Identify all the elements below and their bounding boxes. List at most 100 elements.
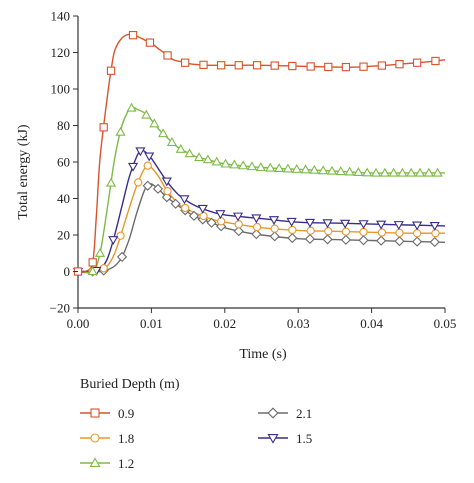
marker-1-5 [127, 162, 139, 172]
marker-1-8 [234, 220, 243, 229]
marker-1-2 [274, 163, 285, 173]
legend-label-1.2: 1.2 [118, 456, 134, 471]
marker-1-5 [429, 221, 440, 231]
marker-1-2 [379, 167, 390, 177]
marker-1-2 [220, 158, 231, 168]
marker-0-9 [306, 62, 315, 71]
legend: 0.9 1.8 1.2 2.1 1.5 [80, 406, 312, 471]
marker-1-2 [406, 167, 417, 177]
legend-label-2.1: 2.1 [296, 406, 312, 421]
marker-1-8 [252, 222, 262, 232]
marker-1-2 [166, 137, 178, 146]
marker-1-2 [397, 167, 408, 177]
marker-0-9 [181, 58, 190, 67]
marker-0-9 [216, 61, 226, 70]
marker-1-5 [144, 152, 155, 162]
x-tick-label: 0.04 [360, 316, 383, 331]
marker-1-8 [216, 217, 226, 226]
marker-1-2 [184, 148, 195, 158]
legend-label-1.8: 1.8 [118, 431, 134, 446]
series-line-1.8 [77, 164, 446, 273]
marker-1-2 [115, 126, 126, 136]
marker-1-5 [135, 147, 146, 157]
marker-2-1 [233, 226, 244, 237]
marker-2-1 [287, 232, 298, 244]
marker-1-8 [306, 226, 315, 235]
marker-0-9 [270, 61, 279, 70]
marker-1-8 [199, 211, 208, 221]
marker-2-1 [142, 180, 153, 191]
marker-1-5 [215, 210, 226, 220]
y-axis-title: Total energy (kJ) [16, 124, 31, 220]
marker-1-2 [362, 167, 373, 177]
marker-1-5 [179, 195, 190, 205]
marker-1-8 [143, 161, 152, 170]
marker-0-9 [145, 38, 155, 47]
marker-2-1 [304, 233, 316, 245]
marker-0-9 [88, 258, 97, 267]
marker-1-2 [353, 167, 364, 176]
x-tick-label: 0.02 [213, 316, 236, 331]
y-tick-label: 80 [57, 118, 70, 133]
marker-0-9 [288, 61, 297, 71]
marker-1-2 [87, 266, 98, 276]
marker-0-9 [412, 58, 422, 67]
marker-0-9 [341, 62, 351, 72]
plot-axes [77, 16, 445, 309]
marker-1-5 [251, 214, 262, 224]
x-tick-label: 0.00 [67, 316, 90, 331]
marker-1-2 [149, 118, 160, 128]
marker-1-8 [99, 264, 108, 273]
marker-2-1 [358, 235, 369, 246]
marker-2-1 [170, 198, 181, 209]
marker-1-2 [238, 160, 249, 170]
marker-2-1 [376, 235, 387, 246]
marker-1-2 [202, 154, 214, 164]
marker-1-5 [358, 220, 369, 230]
marker-0-9 [163, 51, 172, 60]
y-tick-label: 20 [57, 228, 70, 243]
marker-1-8 [341, 227, 351, 236]
marker-0-9 [99, 123, 108, 132]
marker-1-8 [395, 228, 404, 238]
y-tick-label: 60 [57, 155, 70, 170]
x-tick-label: 0.05 [434, 316, 457, 331]
y-tick-label: 140 [51, 9, 71, 24]
marker-1-2 [246, 161, 258, 171]
marker-1-2 [344, 166, 355, 176]
legend-title: Buried Depth (m) [80, 377, 180, 392]
marker-2-1 [394, 236, 405, 247]
marker-2-1 [188, 210, 200, 221]
marker-1-8 [377, 228, 387, 237]
x-tick-label: 0.03 [287, 316, 310, 331]
marker-1-8 [270, 224, 279, 233]
marker-0-9 [377, 61, 387, 70]
legend-marker-2.1 [267, 407, 279, 419]
marker-2-1 [340, 234, 352, 245]
marker-2-1 [251, 229, 262, 240]
legend-marker-1.5 [267, 433, 279, 444]
series-line-0.9 [77, 33, 446, 273]
marker-1-2 [414, 167, 426, 177]
marker-1-2 [158, 128, 169, 138]
legend-marker-1.2 [89, 457, 101, 468]
marker-1-2 [282, 163, 294, 173]
marker-0-9 [106, 66, 116, 75]
series-markers [72, 31, 443, 277]
marker-1-5 [286, 217, 297, 227]
marker-1-5 [376, 220, 387, 230]
marker-2-1 [269, 231, 280, 242]
marker-1-2 [291, 163, 302, 173]
marker-2-1 [322, 234, 333, 245]
marker-2-1 [116, 251, 128, 262]
marker-1-2 [432, 167, 443, 177]
marker-0-9 [199, 60, 208, 70]
series-lines [77, 33, 446, 274]
marker-1-5 [322, 219, 333, 229]
marker-1-8 [288, 225, 297, 235]
marker-1-2 [175, 143, 186, 153]
marker-1-8 [412, 229, 422, 238]
marker-1-2 [388, 167, 399, 177]
marker-1-5 [304, 218, 316, 228]
legend-label-0.9: 0.9 [118, 406, 134, 421]
